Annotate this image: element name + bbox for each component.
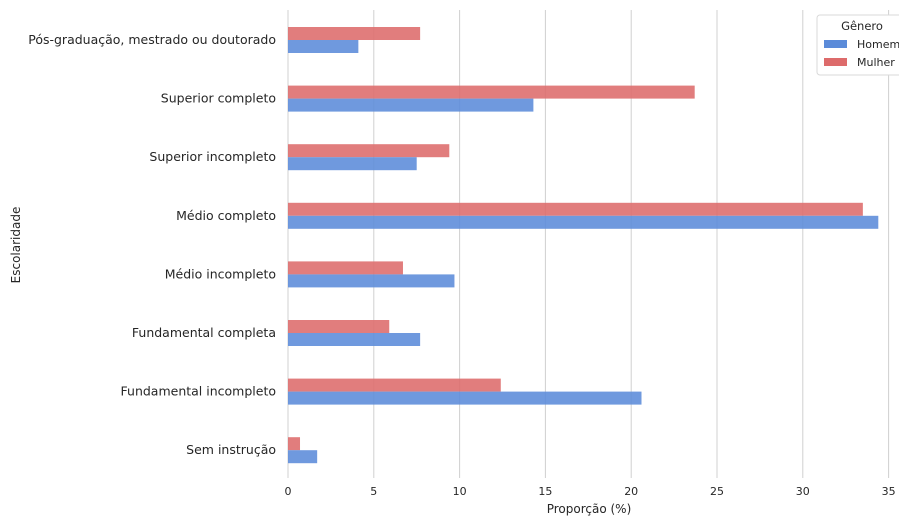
bar-homem-6 <box>288 333 421 346</box>
bar-mulher-1 <box>288 27 421 40</box>
legend-title: Gênero <box>841 19 883 33</box>
grid-lines <box>287 10 890 478</box>
y-tick-label-5: Médio incompleto <box>165 266 276 281</box>
x-tick-label-5: 5 <box>370 485 377 498</box>
bar-homem-3 <box>288 157 417 171</box>
bar-homem-1 <box>288 40 359 53</box>
x-tick-label-30: 30 <box>796 485 810 498</box>
x-tick-labels: 0 5 10 15 20 25 30 35 <box>285 485 896 498</box>
bars <box>288 27 879 464</box>
bar-mulher-7 <box>288 378 501 392</box>
y-tick-label-3: Superior incompleto <box>149 149 276 164</box>
x-tick-label-15: 15 <box>538 485 552 498</box>
legend: Gênero Homem Mulher <box>816 14 899 76</box>
legend-swatch-homem <box>824 40 847 48</box>
legend-label-mulher: Mulher <box>857 56 895 69</box>
y-tick-labels: Pós-graduação, mestrado ou doutorado Supe… <box>28 32 276 457</box>
y-axis-label: Escolaridade <box>9 207 23 284</box>
bar-homem-5 <box>288 274 455 288</box>
x-tick-label-0: 0 <box>285 485 292 498</box>
y-tick-label-1: Pós-graduação, mestrado ou doutorado <box>28 32 276 47</box>
x-tick-label-35: 35 <box>882 485 896 498</box>
bar-mulher-3 <box>288 144 450 158</box>
bar-homem-8 <box>288 450 318 464</box>
bar-homem-4 <box>288 215 879 229</box>
legend-label-homem: Homem <box>857 38 899 51</box>
x-tick-label-10: 10 <box>453 485 467 498</box>
bar-homem-2 <box>288 98 534 112</box>
y-tick-label-8: Sem instrução <box>186 442 276 457</box>
legend-swatch-mulher <box>824 58 847 66</box>
bar-mulher-4 <box>288 202 863 216</box>
x-tick-label-20: 20 <box>624 485 638 498</box>
y-tick-label-2: Superior completo <box>161 91 276 106</box>
bar-mulher-8 <box>288 437 301 451</box>
y-tick-label-6: Fundamental completa <box>132 325 276 340</box>
y-tick-label-7: Fundamental incompleto <box>121 384 276 399</box>
y-tick-label-4: Médio completo <box>176 208 276 223</box>
bar-mulher-2 <box>288 85 695 99</box>
x-tick-label-25: 25 <box>710 485 724 498</box>
bar-homem-7 <box>288 391 642 405</box>
bar-mulher-5 <box>288 261 403 275</box>
bar-mulher-6 <box>288 320 390 333</box>
x-axis-label: Proporção (%) <box>547 502 632 516</box>
